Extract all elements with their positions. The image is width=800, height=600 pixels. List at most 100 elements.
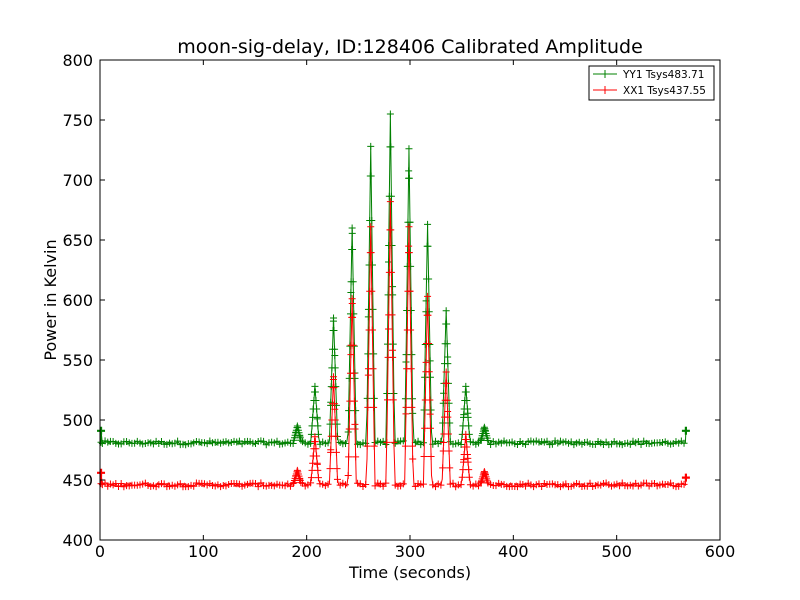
data-point	[331, 400, 339, 408]
data-point	[351, 374, 359, 382]
data-point	[307, 439, 315, 447]
data-point	[369, 365, 377, 373]
data-point	[307, 430, 315, 438]
data-point	[422, 297, 430, 305]
data-point	[388, 311, 396, 319]
data-point	[408, 403, 416, 411]
data-point	[313, 405, 321, 413]
data-point	[389, 340, 397, 348]
data-point	[387, 226, 395, 234]
data-point	[332, 448, 340, 456]
data-point	[425, 368, 433, 376]
data-point	[463, 443, 471, 451]
data-point	[407, 326, 415, 334]
data-point	[409, 409, 417, 417]
data-point	[349, 313, 357, 321]
data-point	[345, 407, 353, 415]
data-point	[331, 416, 339, 424]
data-point	[386, 110, 394, 118]
data-point	[312, 445, 320, 453]
data-point	[465, 473, 473, 481]
data-point	[350, 369, 358, 377]
x-axis-label: Time (seconds)	[348, 563, 471, 582]
data-point	[349, 341, 357, 349]
data-point	[444, 353, 452, 361]
y-tick-label: 450	[62, 471, 93, 490]
x-tick-label: 100	[188, 542, 219, 561]
data-point	[458, 473, 466, 481]
data-point	[349, 278, 357, 286]
data-point	[333, 465, 341, 473]
data-point	[314, 430, 322, 438]
data-point	[405, 249, 413, 257]
data-point	[370, 403, 378, 411]
y-axis-label: Power in Kelvin	[41, 239, 60, 360]
data-point	[389, 346, 397, 354]
data-point	[383, 438, 391, 446]
data-point	[465, 422, 473, 430]
ticks-layer: 0 100 200 300 400 500 600 400 450 500 550 600 650 700…	[62, 51, 735, 561]
data-point	[443, 379, 451, 387]
data-point	[289, 480, 297, 488]
legend-label-xx1: XX1 Tsys437.55	[623, 85, 706, 97]
data-point	[367, 223, 375, 231]
edge-point	[681, 473, 690, 482]
edge-point	[97, 468, 106, 477]
data-point	[342, 481, 350, 489]
data-point	[311, 388, 319, 396]
data-point	[422, 358, 430, 366]
y-tick-label: 400	[62, 531, 93, 550]
data-point	[326, 465, 334, 473]
data-point	[408, 351, 416, 359]
data-point	[390, 389, 398, 397]
data-point	[383, 389, 391, 397]
data-point	[330, 384, 338, 392]
x-tick-label: 300	[395, 542, 426, 561]
data-point	[405, 145, 413, 153]
data-point	[385, 325, 393, 333]
data-point	[389, 396, 397, 404]
data-point	[409, 455, 417, 463]
data-point	[427, 453, 435, 461]
data-point	[97, 438, 105, 446]
data-point	[390, 438, 398, 446]
data-point	[406, 218, 414, 226]
data-point	[348, 229, 356, 237]
data-point	[443, 320, 451, 328]
data-point	[349, 245, 357, 253]
data-point	[344, 428, 352, 436]
data-point	[313, 413, 321, 421]
data-point	[405, 223, 413, 231]
data-point	[420, 453, 428, 461]
data-point	[314, 474, 322, 482]
y-tick-label: 700	[62, 171, 93, 190]
data-point	[440, 389, 448, 397]
data-point	[444, 360, 452, 368]
chart-title: moon-sig-delay, ID:128406 Calibrated Amp…	[177, 36, 643, 58]
data-point	[389, 283, 397, 291]
data-point	[426, 357, 434, 365]
data-point	[419, 439, 427, 447]
data-point	[294, 468, 302, 476]
data-point	[370, 350, 378, 358]
series-markers-0	[97, 110, 690, 449]
data-point	[442, 307, 450, 315]
x-tick-label: 500	[601, 542, 632, 561]
legend-box	[588, 65, 715, 101]
data-point	[367, 142, 375, 150]
data-point	[464, 413, 472, 421]
data-point	[364, 371, 372, 379]
data-point	[389, 353, 397, 361]
data-point	[426, 396, 434, 404]
data-point	[363, 394, 371, 402]
data-point	[457, 440, 465, 448]
data-point	[367, 172, 375, 180]
y-tick-label: 650	[62, 231, 93, 250]
data-point	[350, 342, 358, 350]
data-point	[424, 242, 432, 250]
data-point	[345, 453, 353, 461]
data-point	[402, 358, 410, 366]
data-point	[405, 242, 413, 250]
data-point	[401, 395, 409, 403]
data-point	[420, 406, 428, 414]
